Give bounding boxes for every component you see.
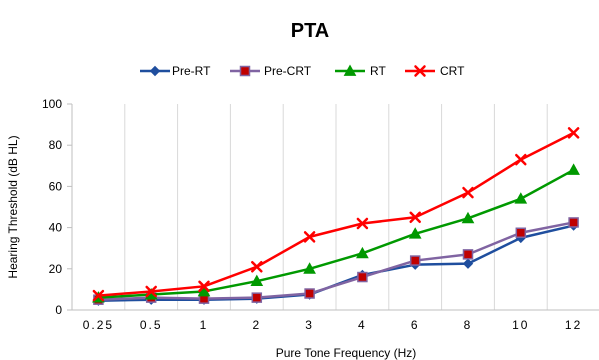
legend-label: Pre-RT (172, 64, 211, 78)
series-line-crt (98, 131, 575, 297)
y-tick-label: 0 (55, 303, 62, 317)
legend-item-rt: RT (335, 64, 386, 78)
legend-marker (239, 65, 251, 77)
data-point-rt (567, 163, 580, 175)
x-tick-label: 2 (252, 318, 261, 332)
legend: Pre-RT Pre-CRT RT CRT (140, 64, 465, 78)
marker-x-stroke (515, 153, 527, 166)
y-tick-labels: 0 20 40 60 80 100 (42, 97, 62, 317)
legend-label: RT (370, 64, 386, 78)
y-axis-label: Hearing Threshold (dB HL) (6, 135, 20, 278)
data-point-crt (567, 127, 580, 139)
data-point-crt (92, 289, 105, 302)
data-point-rt (408, 227, 422, 239)
x-tick-labels: 0.25 0.5 1 2 3 4 6 8 10 12 (83, 318, 582, 332)
data-point-pre-crt (515, 227, 527, 238)
y-tick-label: 60 (49, 179, 63, 193)
x-tick-label: 3 (305, 318, 314, 332)
x-axis-label: Pure Tone Frequency (Hz) (276, 346, 417, 360)
data-point-crt (251, 260, 263, 273)
data-point-crt (356, 217, 369, 230)
marker-x-stroke (145, 285, 157, 298)
data-point-crt (462, 186, 474, 199)
data-point-pre-crt (568, 217, 579, 228)
data-point-rt (250, 274, 264, 287)
x-tick-label: 1 (200, 318, 209, 332)
data-point-crt (409, 211, 421, 224)
data-point-rt (197, 284, 211, 297)
series-crt (92, 127, 580, 302)
marker-x-stroke (356, 217, 369, 230)
data-point-pre-rt (462, 258, 474, 269)
data-point-rt (303, 262, 316, 274)
chart-title: PTA (291, 20, 330, 42)
data-point-crt (303, 231, 316, 243)
data-point-pre-crt (409, 255, 421, 266)
marker-x-stroke (567, 127, 580, 139)
marker-x-stroke (462, 186, 474, 199)
data-point-pre-crt (357, 271, 368, 283)
legend-item-pre-rt: Pre-RT (140, 64, 211, 78)
x-tick-label: 4 (358, 318, 367, 332)
legend-marker (149, 65, 161, 77)
data-point-crt (145, 285, 157, 298)
marker-x-stroke (251, 260, 263, 273)
legend-marker (343, 64, 357, 76)
gridlines (124, 104, 548, 310)
legend-label: Pre-CRT (264, 64, 312, 78)
series-line-pre-crt (98, 221, 574, 301)
marker-x-stroke (198, 280, 210, 293)
legend-marker (414, 65, 426, 77)
y-tick-label: 20 (49, 262, 63, 276)
series-lines (92, 127, 580, 306)
axes (67, 103, 599, 311)
marker-x-stroke (92, 289, 105, 302)
x-tick-label: 8 (464, 318, 473, 332)
series-line-rt (98, 168, 575, 299)
x-tick-label: 12 (565, 318, 582, 332)
legend-label: CRT (440, 64, 465, 78)
y-tick-label: 40 (49, 221, 63, 235)
marker-x-stroke (409, 211, 421, 224)
data-point-rt (514, 192, 528, 204)
data-point-crt (515, 153, 527, 166)
data-point-crt (198, 280, 210, 293)
data-point-pre-crt (251, 292, 263, 303)
data-point-rt (356, 246, 369, 259)
data-point-pre-crt (304, 288, 315, 299)
x-tick-label: 0.25 (83, 318, 114, 332)
data-point-pre-crt (462, 249, 474, 260)
y-tick-label: 80 (49, 138, 63, 152)
data-point-rt (461, 211, 475, 224)
x-tick-label: 6 (411, 318, 420, 332)
legend-item-crt: CRT (405, 64, 465, 78)
legend-item-pre-crt: Pre-CRT (230, 64, 312, 78)
marker-x-stroke (303, 231, 316, 243)
marker-x-stroke (414, 65, 426, 77)
y-tick-label: 100 (42, 97, 62, 111)
x-tick-label: 10 (512, 318, 529, 332)
x-tick-label: 0.5 (140, 318, 163, 332)
